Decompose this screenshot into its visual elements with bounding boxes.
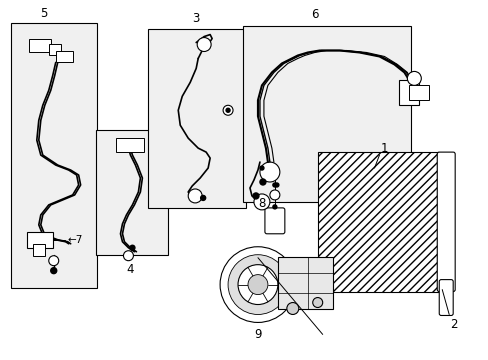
Circle shape — [200, 195, 205, 201]
Bar — [277, 257, 332, 309]
Bar — [33, 244, 45, 256]
Circle shape — [269, 190, 279, 200]
Circle shape — [286, 302, 298, 315]
FancyBboxPatch shape — [438, 280, 452, 315]
Bar — [27, 232, 53, 248]
Circle shape — [220, 247, 295, 323]
Circle shape — [407, 71, 421, 85]
Circle shape — [260, 166, 264, 170]
Text: ←7: ←7 — [68, 235, 83, 245]
Circle shape — [227, 255, 287, 315]
Bar — [116, 138, 144, 152]
Circle shape — [272, 183, 276, 187]
Circle shape — [247, 275, 267, 294]
Circle shape — [130, 245, 135, 250]
Bar — [243, 26, 410, 202]
Bar — [95, 130, 168, 255]
Text: 4: 4 — [126, 263, 134, 276]
Circle shape — [223, 105, 233, 115]
Bar — [399, 80, 419, 105]
Bar — [148, 28, 245, 208]
Bar — [56, 50, 73, 62]
FancyBboxPatch shape — [264, 208, 285, 234]
Circle shape — [238, 265, 277, 305]
Text: 6: 6 — [310, 8, 318, 21]
Text: 8: 8 — [258, 197, 265, 210]
Circle shape — [51, 268, 57, 274]
Bar — [408, 85, 428, 100]
Text: 1: 1 — [380, 141, 387, 155]
Bar — [29, 39, 51, 53]
Circle shape — [225, 108, 229, 112]
Circle shape — [123, 251, 133, 261]
Text: 2: 2 — [449, 318, 457, 331]
FancyBboxPatch shape — [436, 152, 454, 292]
Circle shape — [253, 194, 269, 210]
Circle shape — [312, 298, 322, 307]
Text: 5: 5 — [40, 7, 47, 20]
Circle shape — [260, 162, 279, 182]
Circle shape — [260, 179, 265, 185]
Circle shape — [252, 193, 259, 199]
Text: 3: 3 — [192, 12, 200, 25]
Bar — [11, 23, 96, 288]
Bar — [49, 44, 61, 55]
Circle shape — [197, 37, 211, 51]
Text: 9: 9 — [254, 328, 261, 341]
Bar — [317, 152, 438, 292]
Circle shape — [274, 183, 278, 187]
Circle shape — [272, 205, 276, 209]
Circle shape — [49, 256, 59, 266]
Circle shape — [188, 189, 202, 203]
